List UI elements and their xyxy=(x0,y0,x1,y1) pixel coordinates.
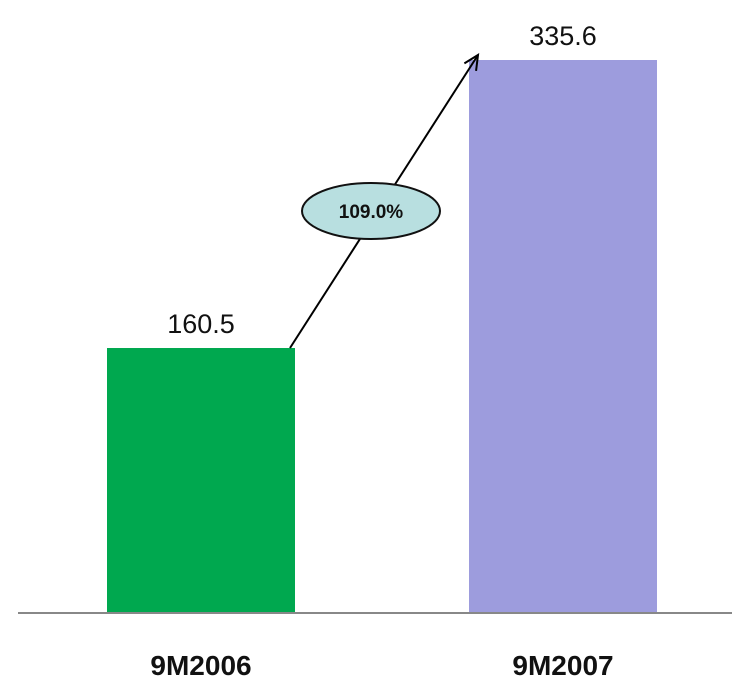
growth-badge xyxy=(301,182,441,240)
bar-9m2006 xyxy=(107,348,295,612)
growth-arrow-head xyxy=(463,53,480,72)
growth-badge-label: 109.0% xyxy=(339,202,404,223)
category-label-9m2006: 9M2006 xyxy=(150,650,251,681)
bar-9m2007 xyxy=(469,60,657,612)
bar-value-label-9m2007: 335.6 xyxy=(529,21,597,51)
category-label-9m2007: 9M2007 xyxy=(512,650,613,681)
bar-value-label-9m2006: 160.5 xyxy=(167,309,235,339)
